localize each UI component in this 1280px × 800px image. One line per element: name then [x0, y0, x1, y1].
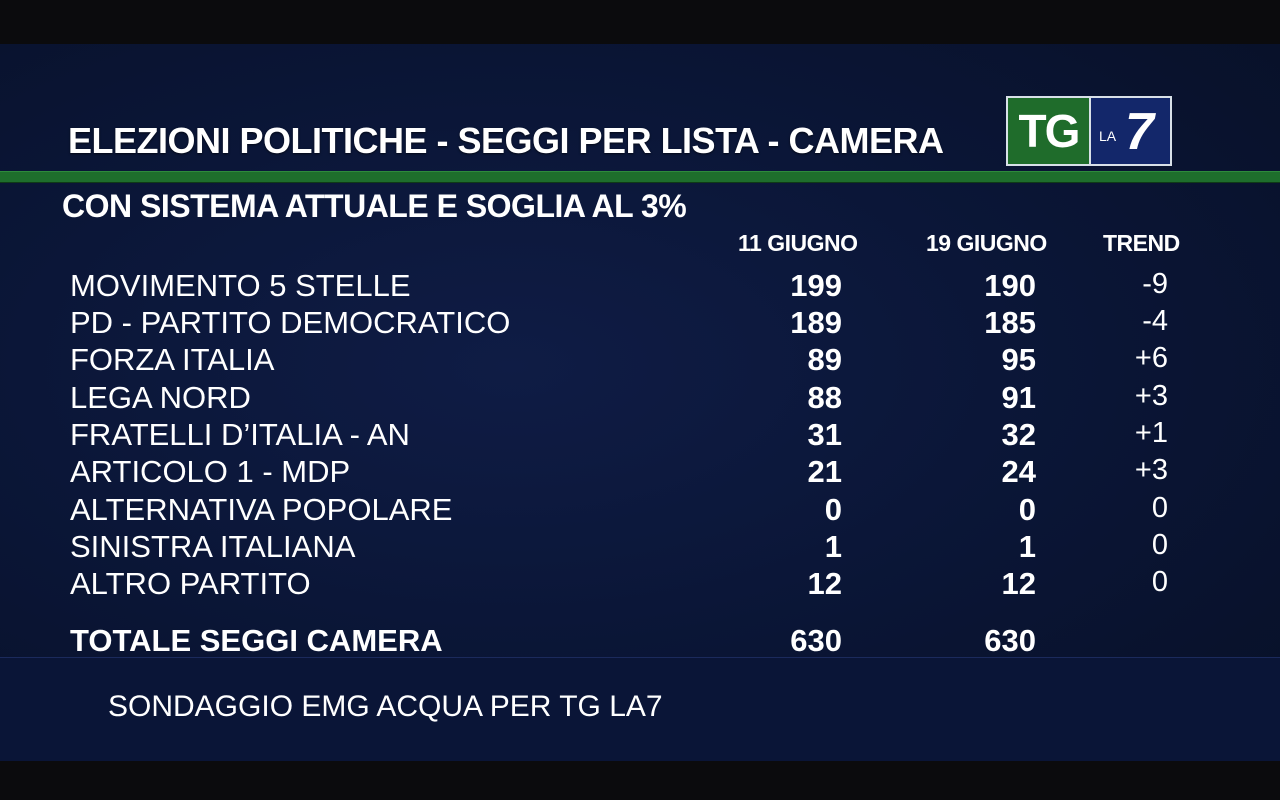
seats-date1: 88 — [807, 380, 842, 415]
seats-date1: 12 — [807, 566, 842, 601]
party-name: SINISTRA ITALIANA — [70, 529, 356, 564]
seats-date1: 0 — [824, 492, 842, 527]
party-name: FRATELLI D’ITALIA - AN — [70, 417, 410, 452]
seats-date2: 95 — [1001, 342, 1036, 377]
table-row: ALTRO PARTITO 12 12 0 — [0, 566, 1280, 603]
seats-date1: 89 — [807, 342, 842, 377]
trend-value: +1 — [1134, 417, 1168, 449]
seats-date1: 1 — [824, 529, 842, 564]
table-row: ALTERNATIVA POPOLARE 0 0 0 — [0, 492, 1280, 529]
column-header-trend: TREND — [1103, 230, 1180, 256]
seats-date1: 31 — [807, 417, 842, 452]
trend-value: 0 — [1151, 566, 1168, 598]
seats-date1: 199 — [790, 268, 842, 303]
table-row: FRATELLI D’ITALIA - AN 31 32 +1 — [0, 417, 1280, 454]
party-name: ALTERNATIVA POPOLARE — [70, 492, 453, 527]
subtitle: CON SISTEMA ATTUALE E SOGLIA AL 3% — [62, 188, 687, 224]
table-row: MOVIMENTO 5 STELLE 199 190 -9 — [0, 268, 1280, 305]
party-name: LEGA NORD — [70, 380, 251, 415]
logo-tg: TG — [1006, 96, 1091, 166]
footer-bar — [0, 657, 1280, 761]
trend-value: 0 — [1151, 492, 1168, 524]
trend-value: -4 — [1142, 305, 1168, 337]
party-name: ARTICOLO 1 - MDP — [70, 454, 351, 489]
seats-date2: 12 — [1001, 566, 1036, 601]
seats-date2: 185 — [984, 305, 1036, 340]
table-row: ARTICOLO 1 - MDP 21 24 +3 — [0, 454, 1280, 491]
seats-date2: 0 — [1018, 492, 1036, 527]
column-header-date1: 11 GIUGNO — [738, 230, 858, 256]
table-row: SINISTRA ITALIANA 1 1 0 — [0, 529, 1280, 566]
table-row: LEGA NORD 88 91 +3 — [0, 380, 1280, 417]
trend-value: +3 — [1134, 454, 1168, 486]
total-row: TOTALE SEGGI CAMERA 630 630 — [0, 623, 1280, 660]
divider — [0, 171, 1280, 183]
source-caption: SONDAGGIO EMG ACQUA PER TG LA7 — [108, 690, 663, 723]
seats-date2: 1 — [1018, 529, 1036, 564]
trend-value: 0 — [1151, 529, 1168, 561]
column-header-date2: 19 GIUGNO — [926, 230, 1047, 256]
seats-date2: 190 — [984, 268, 1036, 303]
party-name: ALTRO PARTITO — [70, 566, 311, 601]
total-date1: 630 — [790, 623, 842, 658]
seats-date2: 24 — [1001, 454, 1036, 489]
logo-seven: 7 — [1125, 103, 1154, 161]
seats-date2: 32 — [1001, 417, 1036, 452]
page-title: ELEZIONI POLITICHE - SEGGI PER LISTA - C… — [68, 120, 944, 161]
trend-value: +3 — [1134, 380, 1168, 412]
tg-la7-logo: TG LA 7 — [1006, 96, 1172, 166]
trend-value: +6 — [1134, 342, 1168, 374]
logo-la7: LA 7 — [1091, 96, 1172, 166]
party-name: PD - PARTITO DEMOCRATICO — [70, 305, 511, 340]
total-label: TOTALE SEGGI CAMERA — [70, 623, 443, 658]
seats-date1: 21 — [807, 454, 842, 489]
party-name: MOVIMENTO 5 STELLE — [70, 268, 411, 303]
table-row: PD - PARTITO DEMOCRATICO 189 185 -4 — [0, 305, 1280, 342]
trend-value: -9 — [1142, 268, 1168, 300]
seats-date1: 189 — [790, 305, 842, 340]
total-date2: 630 — [984, 623, 1036, 658]
table-row: FORZA ITALIA 89 95 +6 — [0, 342, 1280, 379]
logo-la: LA — [1099, 128, 1117, 144]
seats-date2: 91 — [1001, 380, 1036, 415]
party-name: FORZA ITALIA — [70, 342, 275, 377]
